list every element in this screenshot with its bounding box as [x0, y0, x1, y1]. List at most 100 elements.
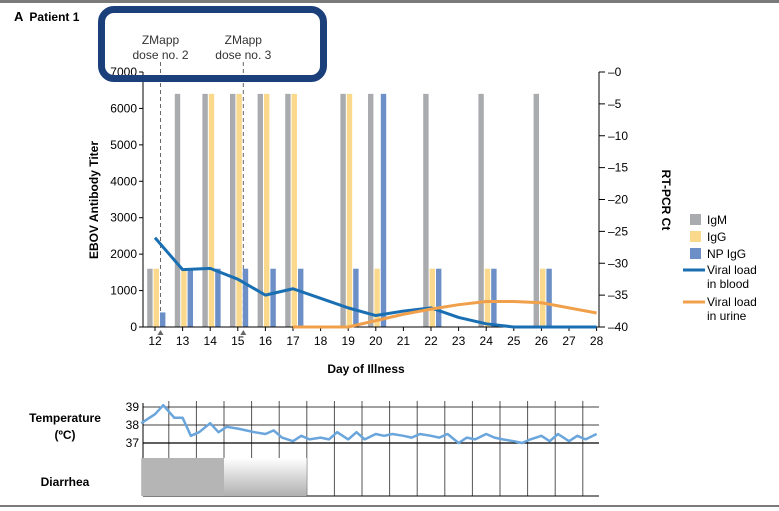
x-tick-label-12: 12 [148, 334, 162, 348]
legend-swatch-0 [690, 214, 701, 225]
x-tick-label-14: 14 [204, 334, 218, 348]
dose-3-line2: dose no. 3 [215, 48, 272, 62]
y-tick-label-0: 0 [130, 320, 137, 334]
y2-tick-label-25: –25 [608, 224, 628, 238]
legend-label-3: Viral load [707, 263, 757, 277]
y2-tick-label-5: –5 [608, 97, 622, 111]
bar-np-igg-day15 [242, 268, 249, 327]
bar-igm-day13 [174, 93, 181, 327]
zmapp-dose-2-label: ZMapp dose no. 2 [121, 33, 201, 63]
y2-tick-label-0: –0 [608, 65, 622, 79]
bar-np-igg-day20 [380, 93, 387, 327]
bar-np-igg-day13 [187, 268, 193, 327]
diarrhea-label: Diarrhea [41, 475, 90, 489]
bar-np-igg-day12 [160, 312, 166, 327]
x-tick-label-25: 25 [507, 334, 521, 348]
bar-igm-day26 [533, 93, 539, 327]
bar-igm-day17 [285, 93, 291, 327]
bar-np-igg-day17 [298, 268, 304, 327]
legend-label-0: IgM [707, 213, 727, 227]
legend-swatch-1 [690, 231, 701, 242]
x-tick-label-21: 21 [397, 334, 411, 348]
x-tick-label-16: 16 [259, 334, 273, 348]
bar-np-igg-day22 [436, 268, 442, 327]
bar-igg-day12 [153, 268, 159, 327]
y2-tick-label-35: –35 [608, 288, 628, 302]
y-tick-label-5000: 5000 [110, 138, 137, 152]
bar-np-igg-day24 [491, 268, 497, 327]
line-viral-load-blood [153, 236, 597, 329]
temperature-label: Temperature [29, 411, 101, 425]
y-tick-label-3000: 3000 [110, 211, 137, 225]
x-tick-label-24: 24 [480, 334, 494, 348]
temperature-line [140, 403, 598, 445]
bar-igg-day26 [540, 268, 546, 327]
x-tick-label-26: 26 [535, 334, 549, 348]
y-tick-label-2000: 2000 [110, 247, 137, 261]
bar-igm-day19 [340, 93, 346, 327]
x-tick-label-23: 23 [452, 334, 466, 348]
y2-tick-label-20: –20 [608, 193, 628, 207]
y2-axis-title: RT-PCR Ct [659, 170, 673, 231]
panel-letter: A [14, 9, 24, 24]
legend-label-2: NP IgG [707, 247, 746, 261]
bar-igg-day22 [429, 268, 435, 327]
bar-igm-day22 [423, 93, 429, 327]
bar-igg-day16 [264, 93, 270, 327]
dose-2-line1: ZMapp [141, 33, 180, 47]
bar-igm-day12 [147, 268, 153, 327]
diarrhea-fade-bar [224, 458, 307, 496]
y2-tick-label-30: –30 [608, 256, 628, 270]
bar-igg-day15 [236, 93, 242, 327]
bar-igg-day13 [181, 268, 187, 327]
legend-label-1: IgG [707, 230, 726, 244]
legend-label2-3: in blood [707, 277, 749, 291]
x-tick-label-28: 28 [590, 334, 604, 348]
temperature-unit: (ºC) [54, 428, 75, 442]
y2-tick-label-10: –10 [608, 129, 628, 143]
x-tick-label-18: 18 [314, 334, 328, 348]
bar-igg-day19 [346, 93, 353, 327]
zmapp-dose-3-label: ZMapp dose no. 3 [203, 33, 283, 63]
temp-tick-label-38: 38 [126, 418, 140, 432]
y-axis-title: EBOV Antibody Titer [87, 141, 101, 259]
dose-3-line1: ZMapp [224, 33, 262, 47]
temp-tick-label-37: 37 [126, 436, 140, 450]
bar-igm-day15 [230, 93, 236, 327]
diarrhea-solid-bar [141, 458, 224, 496]
bar-np-igg-day14 [215, 268, 221, 327]
dose-marker-1 [240, 330, 247, 335]
bar-igg-day24 [484, 268, 491, 327]
y-tick-label-1000: 1000 [110, 284, 137, 298]
y2-tick-label-40: –40 [608, 320, 628, 334]
bar-igm-day16 [257, 93, 263, 327]
top-rule [0, 0, 779, 3]
bar-igg-day14 [208, 93, 215, 327]
bar-igm-day20 [368, 93, 374, 327]
y-tick-label-6000: 6000 [110, 101, 137, 115]
x-tick-label-27: 27 [562, 334, 576, 348]
x-tick-label-22: 22 [424, 334, 438, 348]
x-tick-label-13: 13 [176, 334, 190, 348]
bar-np-igg-day19 [353, 268, 359, 327]
panel-title: A Patient 1 [14, 9, 79, 24]
x-tick-label-20: 20 [369, 334, 383, 348]
bar-igg-day20 [374, 268, 380, 327]
bar-igm-day24 [478, 93, 484, 327]
dose-2-line2: dose no. 2 [132, 48, 189, 62]
x-tick-label-17: 17 [286, 334, 300, 348]
bar-igg-day17 [291, 93, 297, 327]
bar-np-igg-day26 [546, 268, 552, 327]
y-tick-label-4000: 4000 [110, 174, 137, 188]
legend-label2-4: in urine [707, 309, 747, 323]
highlight-box [98, 6, 327, 82]
patient-label: Patient 1 [29, 10, 80, 24]
legend-label-4: Viral load [707, 295, 757, 309]
bottom-rule [0, 505, 779, 507]
line-viral-load-urine [293, 300, 597, 329]
bar-np-igg-day16 [270, 268, 276, 327]
temp-tick-label-39: 39 [126, 400, 140, 414]
legend-swatch-2 [690, 248, 701, 259]
x-axis-title: Day of Illness [327, 362, 405, 376]
